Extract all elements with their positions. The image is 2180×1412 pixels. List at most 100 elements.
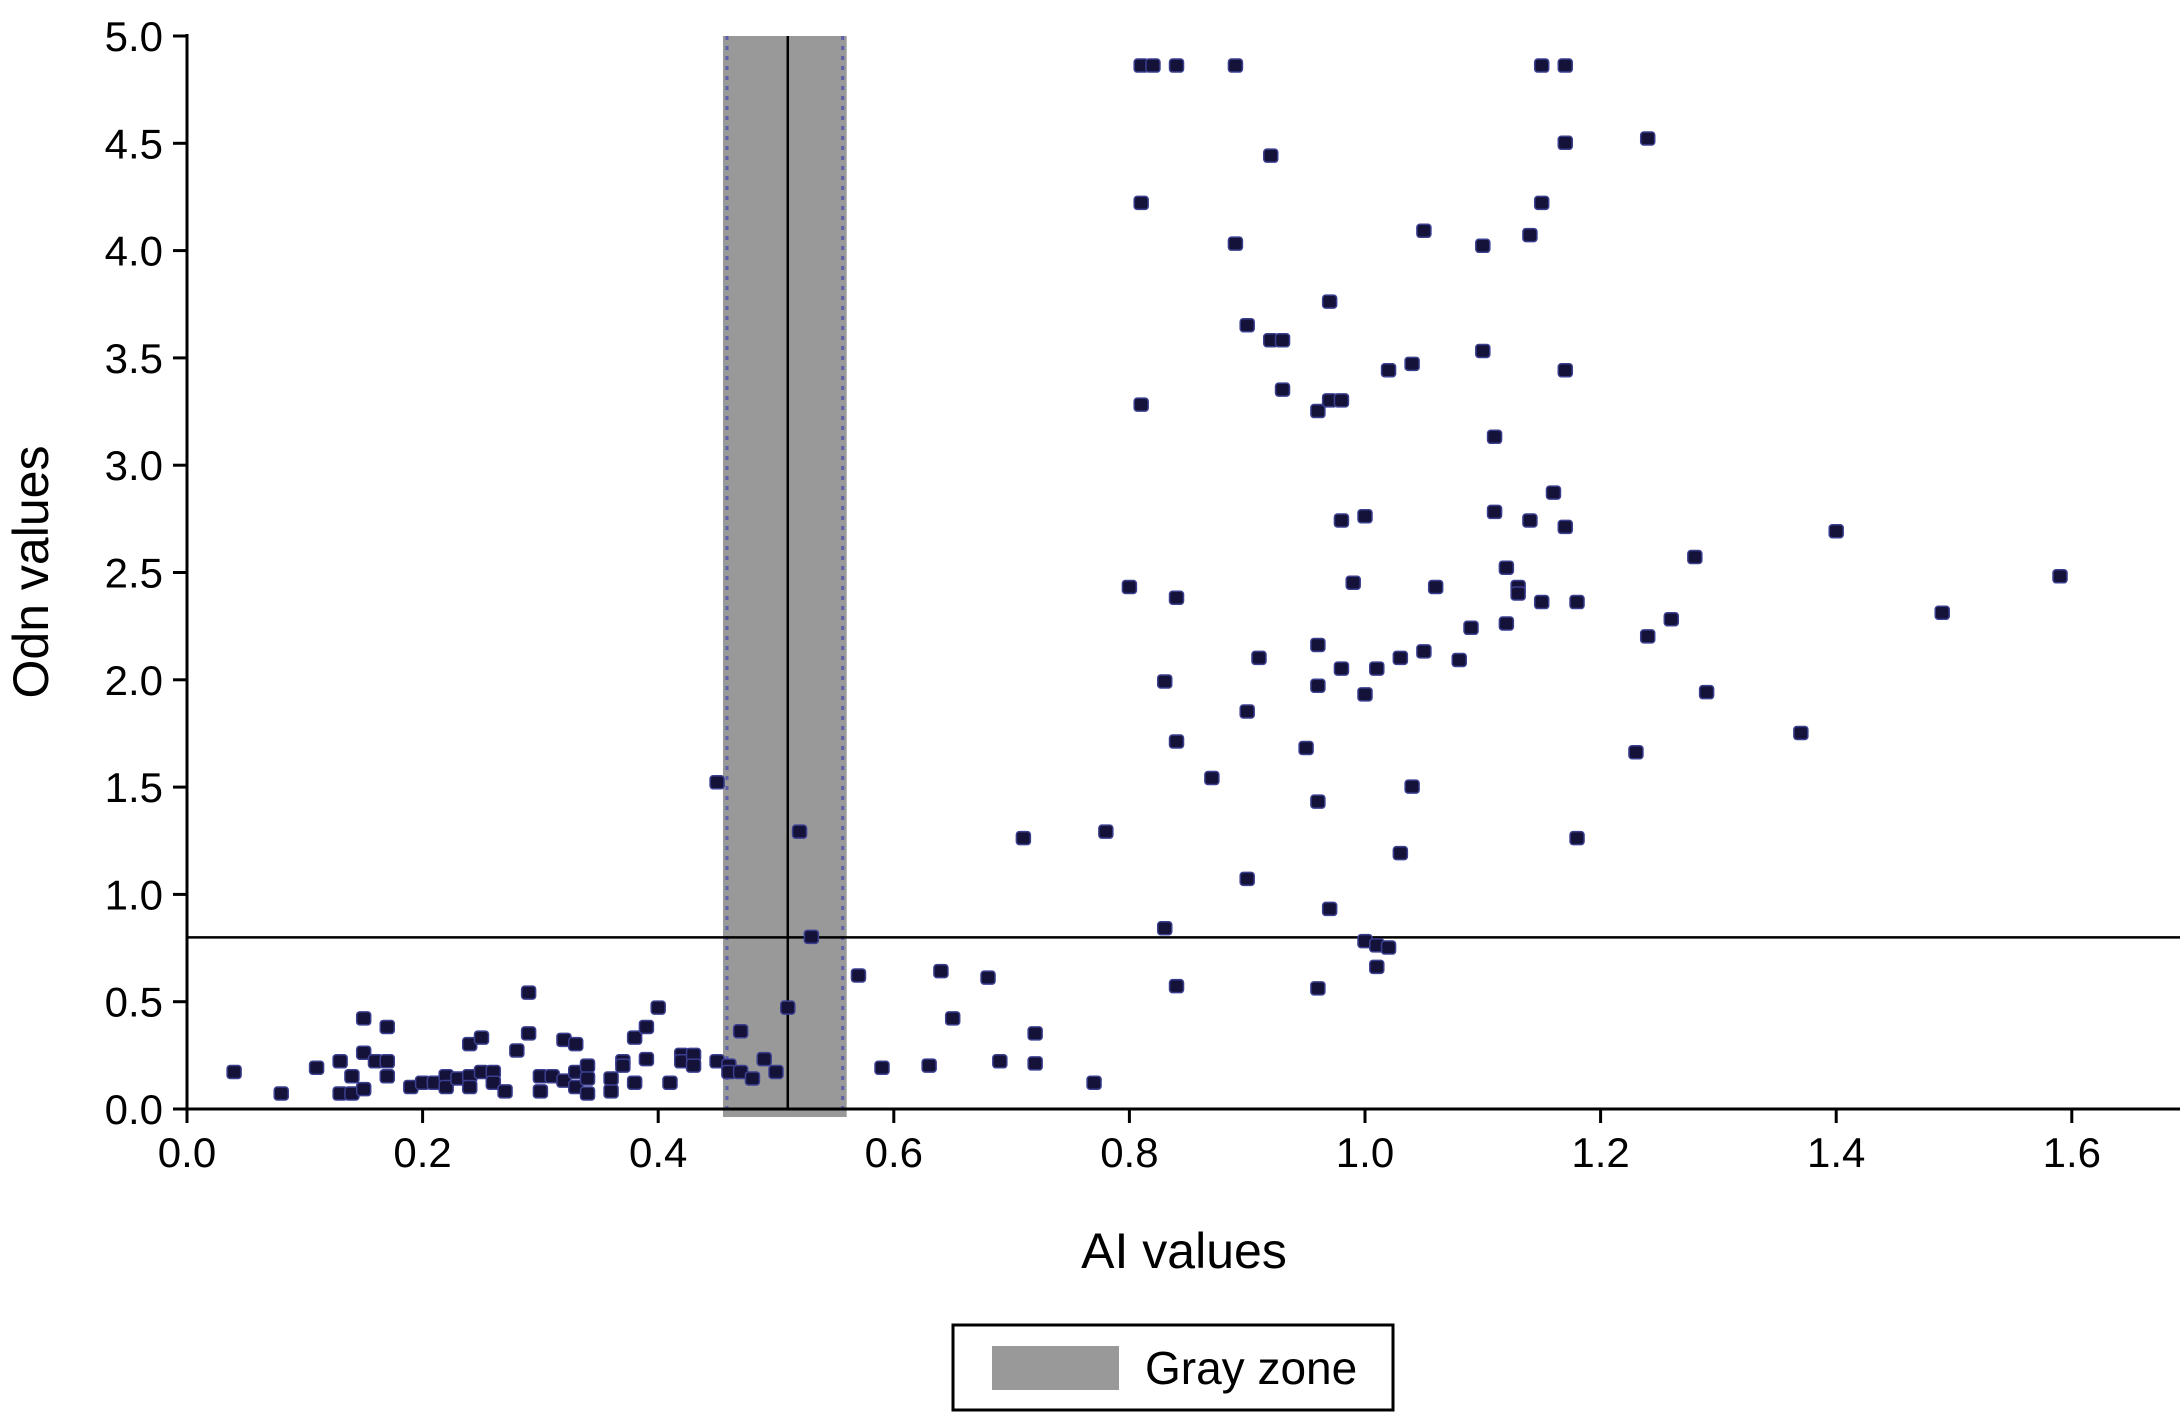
data-point [1416,644,1432,659]
data-point [768,1064,784,1080]
x-tick-label: 1.6 [2043,1129,2101,1176]
data-point [1451,652,1467,668]
data-point [638,1051,655,1067]
data-point [1227,236,1244,251]
data-point [1345,575,1361,590]
data-point [1533,195,1550,211]
data-point [791,824,808,839]
data-point [379,1019,396,1035]
data-point [1663,611,1680,627]
y-tick-label: 0.0 [105,1086,163,1133]
data-point [744,1071,761,1086]
data-point [532,1084,549,1099]
data-point [1533,58,1550,73]
data-point [1321,901,1338,917]
data-point [1156,920,1173,936]
data-point [1510,586,1526,601]
data-point [1392,650,1409,666]
y-tick-label: 1.0 [105,871,163,918]
data-point [1310,637,1326,653]
data-point [1475,238,1491,254]
data-point [1333,513,1350,528]
data-point [1522,227,1538,243]
data-point [461,1079,478,1095]
y-tick-label: 2.0 [105,657,163,704]
data-point [438,1079,454,1095]
data-point [732,1023,749,1039]
data-point [1380,940,1397,955]
y-tick-label: 2.5 [105,550,163,597]
data-point [1639,629,1656,644]
data-point [1098,824,1114,839]
x-axis-title: AI values [1081,1223,1287,1279]
data-point [1310,678,1326,693]
data-point [308,1060,325,1075]
data-point [1380,363,1397,378]
x-tick-label: 0.4 [629,1129,687,1176]
data-point [1145,58,1161,73]
data-point [1333,661,1350,676]
data-point [1121,579,1138,595]
gray-zone-band [722,36,847,1117]
data-point [485,1075,502,1090]
data-point [709,775,725,790]
data-point [638,1019,655,1035]
data-point [1310,403,1326,419]
data-point [1486,429,1503,445]
data-point [1498,560,1515,575]
data-point [1156,674,1173,689]
data-point [273,1086,289,1101]
data-point [1357,508,1373,524]
data-point [344,1069,360,1084]
data-point [1239,871,1255,887]
data-point [1934,605,1950,621]
data-point [1557,363,1574,378]
data-point [1475,343,1491,359]
data-point [520,1026,537,1041]
y-tick-label: 1.5 [105,764,163,811]
data-point [1310,981,1326,996]
data-point [626,1075,643,1090]
y-tick-label: 5.0 [105,13,163,60]
data-point [615,1058,631,1073]
data-point [1628,745,1644,760]
data-point [1310,794,1326,809]
data-point [1369,661,1385,676]
x-tick-label: 1.2 [1571,1129,1629,1176]
data-point [1133,195,1149,211]
data-points [226,58,2068,1101]
data-point [379,1069,396,1084]
data-point [1639,131,1656,146]
data-point [1133,397,1149,412]
data-point [1427,579,1444,595]
x-axis-ticks: 0.0 0.2 0.4 0.6 0.8 1.0 1.2 1.4 1.6 [158,1109,2101,1176]
legend: Gray zone [951,1323,1395,1412]
data-point [1298,740,1314,756]
data-point [1168,978,1185,994]
x-tick-label: 0.0 [158,1129,216,1176]
x-tick-label: 1.4 [1807,1129,1865,1176]
y-tick-label: 4.5 [105,120,163,167]
data-point [933,963,949,979]
data-point [1557,58,1574,73]
data-point [803,929,820,945]
data-point [1498,616,1515,631]
data-point [1557,135,1574,151]
data-point [603,1071,619,1086]
data-point [567,1036,584,1052]
data-point [497,1084,513,1099]
data-point [1333,393,1350,408]
data-point [1463,620,1479,636]
data-point [226,1064,242,1080]
data-point [1263,148,1279,163]
data-point [1533,594,1550,610]
x-tick-label: 1.0 [1336,1129,1394,1176]
data-point [1239,704,1255,719]
data-point [1015,830,1032,846]
data-point [1522,513,1538,528]
data-point [992,1054,1008,1069]
data-point [1168,58,1185,73]
data-point [650,1000,666,1015]
data-point [1168,590,1185,606]
